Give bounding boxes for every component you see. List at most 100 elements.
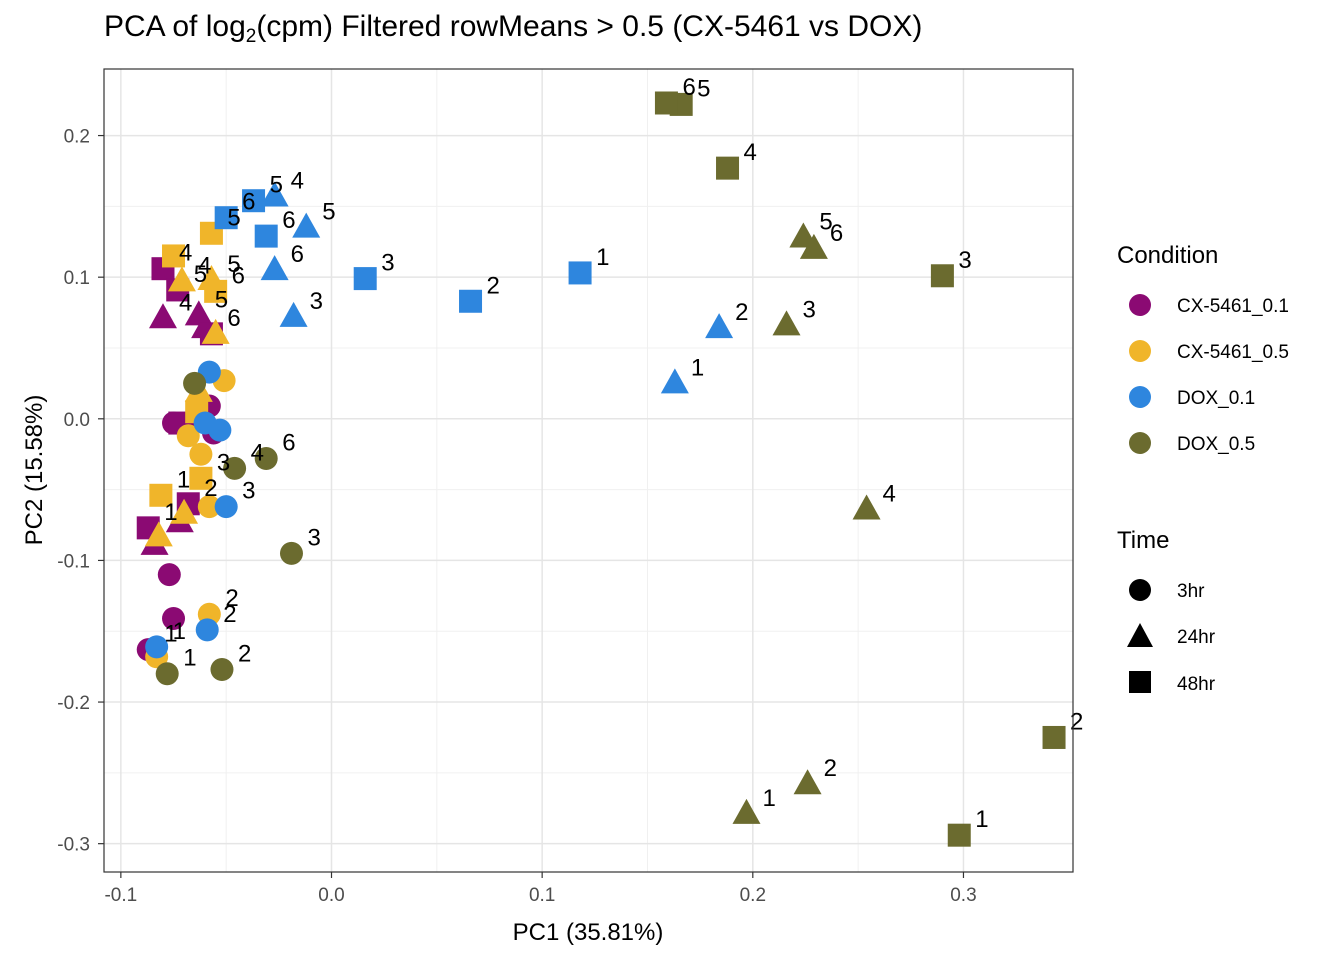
point-dox-0-1-48hr: [214, 206, 238, 230]
point-dox-0-1-3hr: [195, 618, 219, 642]
point-cx-5461-0-5-24hr: [167, 266, 196, 292]
point-dox-0-1-24hr: [705, 313, 734, 339]
legend-key-cx-5461-0-1: [1129, 294, 1151, 316]
y-tick-label: -0.2: [57, 693, 90, 714]
time-legend: Time 3hr 24hr 48hr: [1117, 527, 1216, 695]
point-dox-0-5-3hr: [223, 456, 247, 480]
point-label: 6: [682, 74, 695, 101]
legend-label-cx-5461-0-1: CX-5461_0.1: [1177, 296, 1289, 317]
point-dox-0-5-24hr: [793, 769, 822, 795]
point-cx-5461-0-5-24hr: [144, 521, 173, 547]
point-label: 2: [824, 755, 837, 782]
point-label: 5: [270, 172, 283, 199]
point-label: 2: [225, 585, 238, 612]
point-cx-5461-0-1-3hr: [162, 606, 186, 630]
point-dox-0-5-3hr: [279, 541, 303, 565]
point-dox-0-5-3hr: [210, 657, 234, 681]
point-label: 5: [697, 75, 710, 102]
chart-title-prefix: PCA of log: [104, 10, 246, 43]
point-label: 4: [251, 439, 264, 466]
point-dox-0-5-48hr: [947, 823, 971, 847]
legend-label-3hr: 3hr: [1177, 581, 1205, 602]
point-dox-0-1-3hr: [193, 411, 217, 435]
point-label: 3: [958, 247, 971, 274]
point-label: 5: [194, 261, 207, 288]
x-tick-label: 0.0: [318, 885, 344, 906]
point-dox-0-1-48hr: [353, 267, 377, 291]
point-dox-0-1-24hr: [260, 181, 289, 207]
point-label: 6: [242, 189, 255, 216]
point-label: 1: [975, 806, 988, 833]
point-dox-0-1-48hr: [459, 289, 483, 313]
time-legend-title: Time: [1117, 527, 1169, 554]
point-dox-0-1-48hr: [568, 261, 592, 285]
point-label: 2: [1070, 708, 1083, 735]
point-label: 6: [282, 429, 295, 456]
point-cx-5461-0-1-3hr: [157, 563, 181, 587]
x-tick-label: 0.3: [950, 885, 976, 906]
x-axis-label: PC1 (35.81%): [513, 919, 664, 946]
chart-title-suffix: (cpm) Filtered rowMeans > 0.5 (CX-5461 v…: [256, 10, 923, 43]
point-label: 4: [883, 480, 896, 507]
point-label: 3: [307, 524, 320, 551]
point-label: 3: [310, 288, 323, 315]
point-label: 3: [381, 250, 394, 277]
point-dox-0-5-24hr: [772, 310, 801, 336]
point-dox-0-5-24hr: [732, 798, 761, 824]
point-dox-0-5-48hr: [654, 91, 678, 115]
point-dox-0-1-3hr: [214, 495, 238, 519]
x-tick-label: 0.2: [740, 885, 766, 906]
point-label: 1: [173, 618, 186, 645]
point-label: 2: [204, 475, 217, 502]
point-dox-0-5-48hr: [1042, 725, 1066, 749]
point-cx-5461-0-5-48hr: [162, 244, 186, 268]
point-dox-0-1-48hr: [254, 224, 278, 248]
point-label: 2: [487, 272, 500, 299]
point-cx-5461-0-5-48hr: [189, 466, 213, 490]
condition-legend-title: Condition: [1117, 242, 1218, 269]
point-label: 3: [217, 449, 230, 476]
chart-title: PCA of log2(cpm) Filtered rowMeans > 0.5…: [104, 10, 922, 48]
point-dox-0-5-48hr: [930, 264, 954, 288]
y-tick-label: 0.1: [64, 268, 90, 289]
point-dox-0-5-3hr: [155, 662, 179, 686]
point-label: 4: [291, 167, 304, 194]
point-dox-0-1-48hr: [242, 189, 266, 213]
axes: -0.1 0.0 0.1 0.2 0.3 -0.3 -0.2 -0.1 0.0 0.1 0.2: [57, 127, 976, 906]
point-label: 4: [744, 139, 757, 166]
point-label: 3: [803, 296, 816, 323]
legend-label-24hr: 24hr: [1177, 627, 1216, 648]
point-dox-0-5-3hr: [183, 371, 207, 395]
point-cx-5461-0-1-24hr: [148, 303, 177, 329]
point-cx-5461-0-5-3hr: [189, 442, 213, 466]
condition-legend: Condition CX-5461_0.1 CX-5461_0.5 DOX_0.…: [1117, 242, 1289, 455]
point-dox-0-1-24hr: [260, 255, 289, 281]
point-cx-5461-0-5-48hr: [204, 279, 228, 303]
point-dox-0-5-24hr: [852, 494, 881, 520]
point-label: 4: [179, 240, 192, 267]
point-dox-0-5-3hr: [254, 446, 278, 470]
point-label: 1: [183, 645, 196, 672]
point-label: 6: [232, 262, 245, 289]
legend-key-dox-0-5: [1129, 432, 1151, 454]
point-dox-0-1-24hr: [292, 212, 321, 238]
point-cx-5461-0-5-24hr: [170, 498, 199, 524]
y-tick-label: 0.0: [64, 410, 90, 431]
point-label: 3: [242, 478, 255, 505]
point-label: 1: [164, 499, 177, 526]
point-dox-0-1-24hr: [660, 368, 689, 394]
data-points: [136, 91, 1066, 847]
point-label: 4: [198, 252, 211, 279]
point-label: 1: [177, 466, 190, 493]
point-cx-5461-0-5-24hr: [201, 318, 230, 344]
point-label: 6: [282, 207, 295, 234]
point-dox-0-1-3hr: [145, 635, 169, 659]
legend-key-48hr: [1129, 671, 1151, 693]
legend-label-48hr: 48hr: [1177, 674, 1216, 695]
legend-key-24hr: [1127, 623, 1153, 647]
point-label: 5: [322, 199, 335, 226]
point-label: 5: [227, 251, 240, 278]
point-label: 2: [238, 640, 251, 667]
